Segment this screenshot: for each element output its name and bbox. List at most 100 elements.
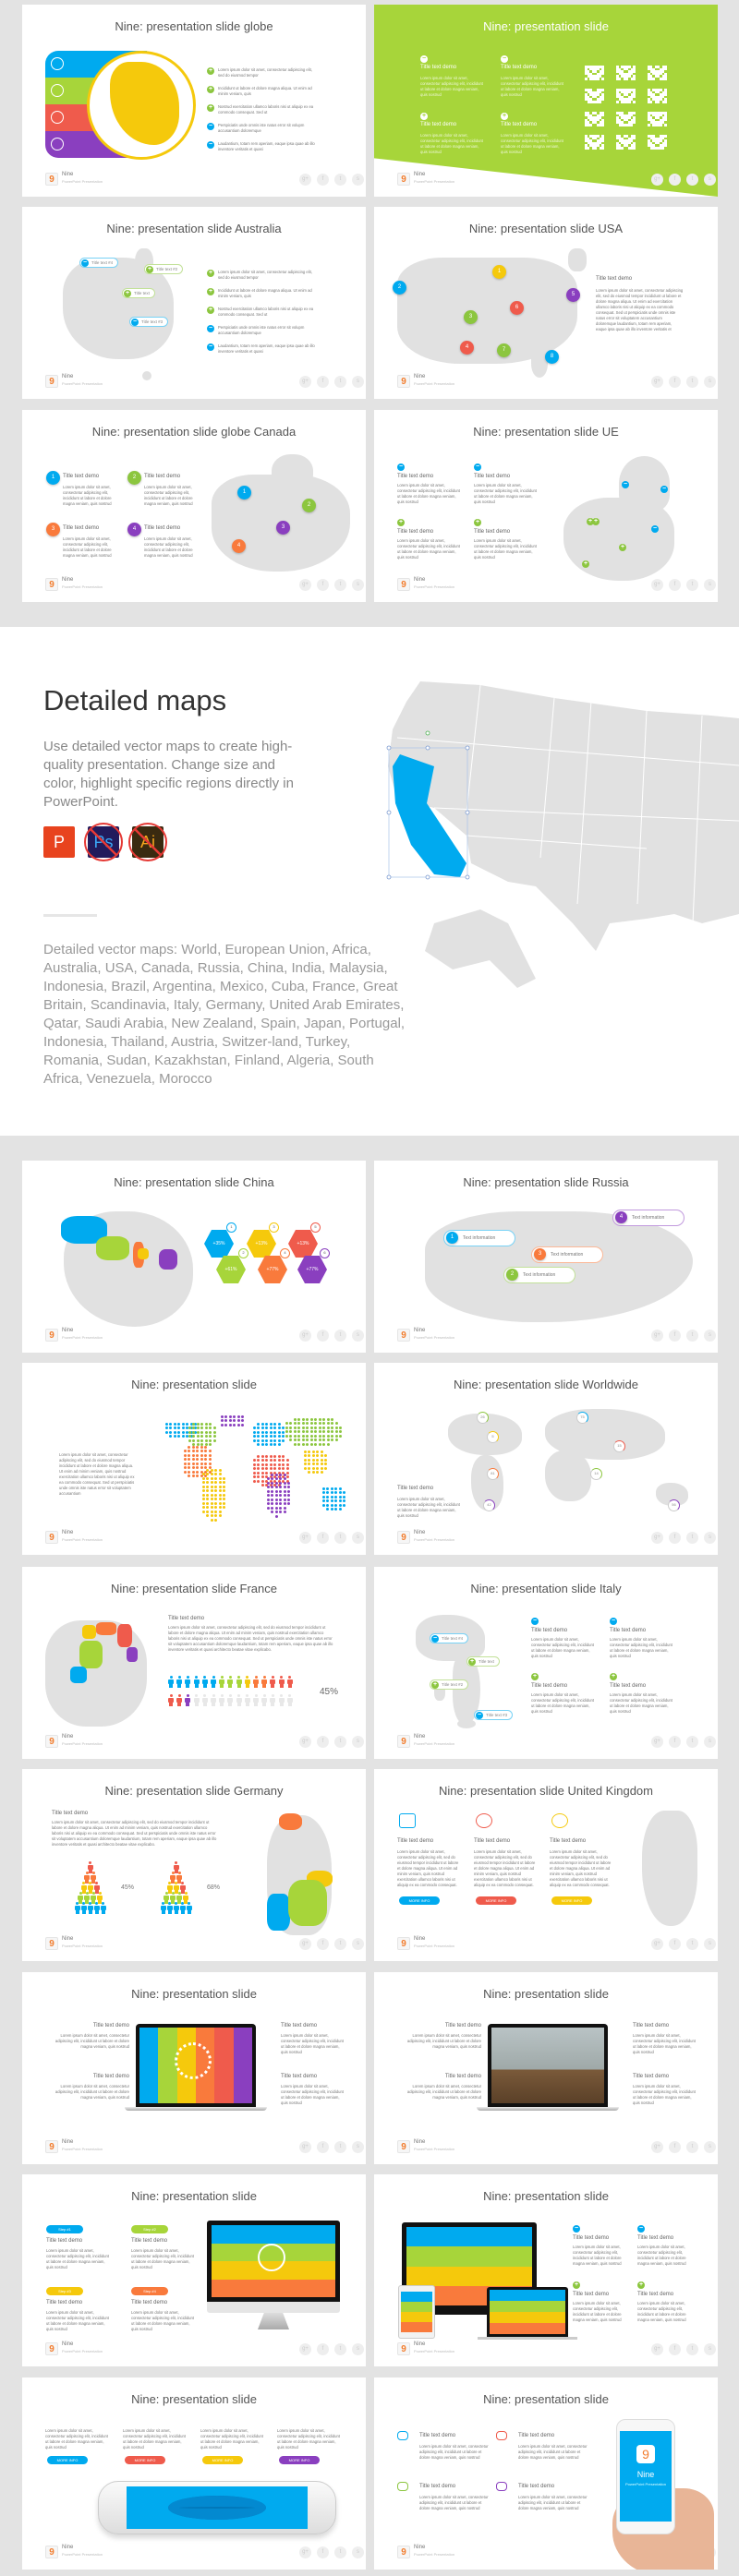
more-info-button[interactable]: MORE INFO bbox=[476, 1896, 516, 1905]
facebook-icon[interactable]: f bbox=[317, 1736, 329, 1748]
facebook-icon[interactable]: f bbox=[317, 376, 329, 388]
map-label[interactable]: + Title text #2 bbox=[144, 264, 184, 274]
skype-icon[interactable]: s bbox=[704, 2141, 716, 2153]
skype-icon[interactable]: s bbox=[704, 1532, 716, 1544]
map-label[interactable]: − Title text #3 bbox=[129, 317, 169, 327]
facebook-icon[interactable]: f bbox=[669, 1532, 681, 1544]
google-plus-icon[interactable]: g+ bbox=[299, 1938, 311, 1950]
map-pin[interactable]: 2 bbox=[302, 499, 316, 512]
facebook-icon[interactable]: f bbox=[669, 376, 681, 388]
google-plus-icon[interactable]: g+ bbox=[299, 1532, 311, 1544]
facebook-icon[interactable]: f bbox=[669, 1938, 681, 1950]
twitter-icon[interactable]: t bbox=[686, 1938, 698, 1950]
facebook-icon[interactable]: f bbox=[669, 1330, 681, 1342]
map-pin[interactable]: 1 bbox=[237, 486, 251, 500]
number-badge[interactable]: 2 bbox=[127, 471, 141, 485]
skype-icon[interactable]: s bbox=[352, 1330, 364, 1342]
facebook-icon[interactable]: f bbox=[317, 2343, 329, 2355]
map-pin[interactable]: 4 bbox=[460, 341, 474, 355]
map-pin[interactable]: 8 bbox=[545, 350, 559, 364]
twitter-icon[interactable]: t bbox=[334, 1938, 346, 1950]
facebook-icon[interactable]: f bbox=[317, 2546, 329, 2558]
skype-icon[interactable]: s bbox=[352, 1938, 364, 1950]
number-badge[interactable]: 1 bbox=[46, 471, 60, 485]
google-plus-icon[interactable]: g+ bbox=[651, 174, 663, 186]
twitter-icon[interactable]: t bbox=[686, 1330, 698, 1342]
skype-icon[interactable]: s bbox=[704, 1736, 716, 1748]
facebook-icon[interactable]: f bbox=[317, 1532, 329, 1544]
twitter-icon[interactable]: t bbox=[686, 2343, 698, 2355]
skype-icon[interactable]: s bbox=[704, 1330, 716, 1342]
twitter-icon[interactable]: t bbox=[686, 174, 698, 186]
google-plus-icon[interactable]: g+ bbox=[651, 2141, 663, 2153]
google-plus-icon[interactable]: g+ bbox=[299, 174, 311, 186]
step-badge[interactable]: Step #2 bbox=[131, 2225, 168, 2233]
step-badge[interactable]: Step #3 bbox=[46, 2287, 83, 2295]
more-info-button[interactable]: MORE INFO bbox=[125, 2456, 165, 2464]
twitter-icon[interactable]: t bbox=[334, 174, 346, 186]
step-badge[interactable]: Step #1 bbox=[46, 2225, 83, 2233]
google-plus-icon[interactable]: g+ bbox=[651, 579, 663, 591]
skype-icon[interactable]: s bbox=[352, 1736, 364, 1748]
twitter-icon[interactable]: t bbox=[686, 2141, 698, 2153]
info-tag[interactable]: 2 Text information bbox=[503, 1267, 575, 1283]
skype-icon[interactable]: s bbox=[704, 579, 716, 591]
skype-icon[interactable]: s bbox=[352, 2343, 364, 2355]
facebook-icon[interactable]: f bbox=[669, 2141, 681, 2153]
skype-icon[interactable]: s bbox=[352, 579, 364, 591]
map-label[interactable]: + Title text #2 bbox=[430, 1679, 469, 1690]
facebook-icon[interactable]: f bbox=[669, 2343, 681, 2355]
google-plus-icon[interactable]: g+ bbox=[299, 2343, 311, 2355]
facebook-icon[interactable]: f bbox=[317, 579, 329, 591]
step-badge[interactable]: Step #4 bbox=[131, 2287, 168, 2295]
google-plus-icon[interactable]: g+ bbox=[651, 1330, 663, 1342]
facebook-icon[interactable]: f bbox=[317, 1330, 329, 1342]
twitter-icon[interactable]: t bbox=[334, 579, 346, 591]
more-info-button[interactable]: MORE INFO bbox=[202, 2456, 243, 2464]
map-pin[interactable]: 3 bbox=[464, 310, 478, 324]
more-info-button[interactable]: MORE INFO bbox=[47, 2456, 88, 2464]
more-info-button[interactable]: MORE INFO bbox=[551, 1896, 592, 1905]
skype-icon[interactable]: s bbox=[704, 174, 716, 186]
map-pin[interactable]: 3 bbox=[276, 521, 290, 535]
more-info-button[interactable]: MORE INFO bbox=[399, 1896, 440, 1905]
map-pin[interactable]: 6 bbox=[510, 301, 524, 315]
google-plus-icon[interactable]: g+ bbox=[651, 1532, 663, 1544]
google-plus-icon[interactable]: g+ bbox=[299, 1330, 311, 1342]
google-plus-icon[interactable]: g+ bbox=[651, 1938, 663, 1950]
twitter-icon[interactable]: t bbox=[334, 2546, 346, 2558]
skype-icon[interactable]: s bbox=[352, 376, 364, 388]
google-plus-icon[interactable]: g+ bbox=[299, 579, 311, 591]
map-label[interactable]: − Title text #4 bbox=[430, 1633, 469, 1643]
california-highlight[interactable] bbox=[393, 754, 466, 877]
google-plus-icon[interactable]: g+ bbox=[299, 2546, 311, 2558]
skype-icon[interactable]: s bbox=[704, 1938, 716, 1950]
twitter-icon[interactable]: t bbox=[686, 1532, 698, 1544]
info-tag[interactable]: 4 Text information bbox=[612, 1210, 684, 1226]
google-plus-icon[interactable]: g+ bbox=[651, 376, 663, 388]
twitter-icon[interactable]: t bbox=[334, 2343, 346, 2355]
skype-icon[interactable]: s bbox=[352, 1532, 364, 1544]
number-badge[interactable]: 3 bbox=[46, 523, 60, 536]
google-plus-icon[interactable]: g+ bbox=[651, 1736, 663, 1748]
map-pin[interactable]: 5 bbox=[566, 288, 580, 302]
map-pin[interactable]: 7 bbox=[497, 343, 511, 357]
google-plus-icon[interactable]: g+ bbox=[299, 376, 311, 388]
map-pin[interactable]: 1 bbox=[492, 265, 506, 279]
facebook-icon[interactable]: f bbox=[669, 174, 681, 186]
twitter-icon[interactable]: t bbox=[334, 376, 346, 388]
info-tag[interactable]: 1 Text information bbox=[443, 1230, 515, 1246]
skype-icon[interactable]: s bbox=[352, 2546, 364, 2558]
twitter-icon[interactable]: t bbox=[686, 1736, 698, 1748]
facebook-icon[interactable]: f bbox=[669, 579, 681, 591]
facebook-icon[interactable]: f bbox=[317, 2141, 329, 2153]
skype-icon[interactable]: s bbox=[352, 174, 364, 186]
info-tag[interactable]: 3 Text information bbox=[531, 1246, 603, 1263]
number-badge[interactable]: 4 bbox=[127, 523, 141, 536]
map-label[interactable]: + Title text bbox=[466, 1656, 500, 1667]
map-label[interactable]: − Title text #4 bbox=[79, 258, 119, 268]
more-info-button[interactable]: MORE INFO bbox=[279, 2456, 320, 2464]
twitter-icon[interactable]: t bbox=[686, 579, 698, 591]
twitter-icon[interactable]: t bbox=[334, 1330, 346, 1342]
map-label[interactable]: + Title text bbox=[122, 288, 155, 298]
